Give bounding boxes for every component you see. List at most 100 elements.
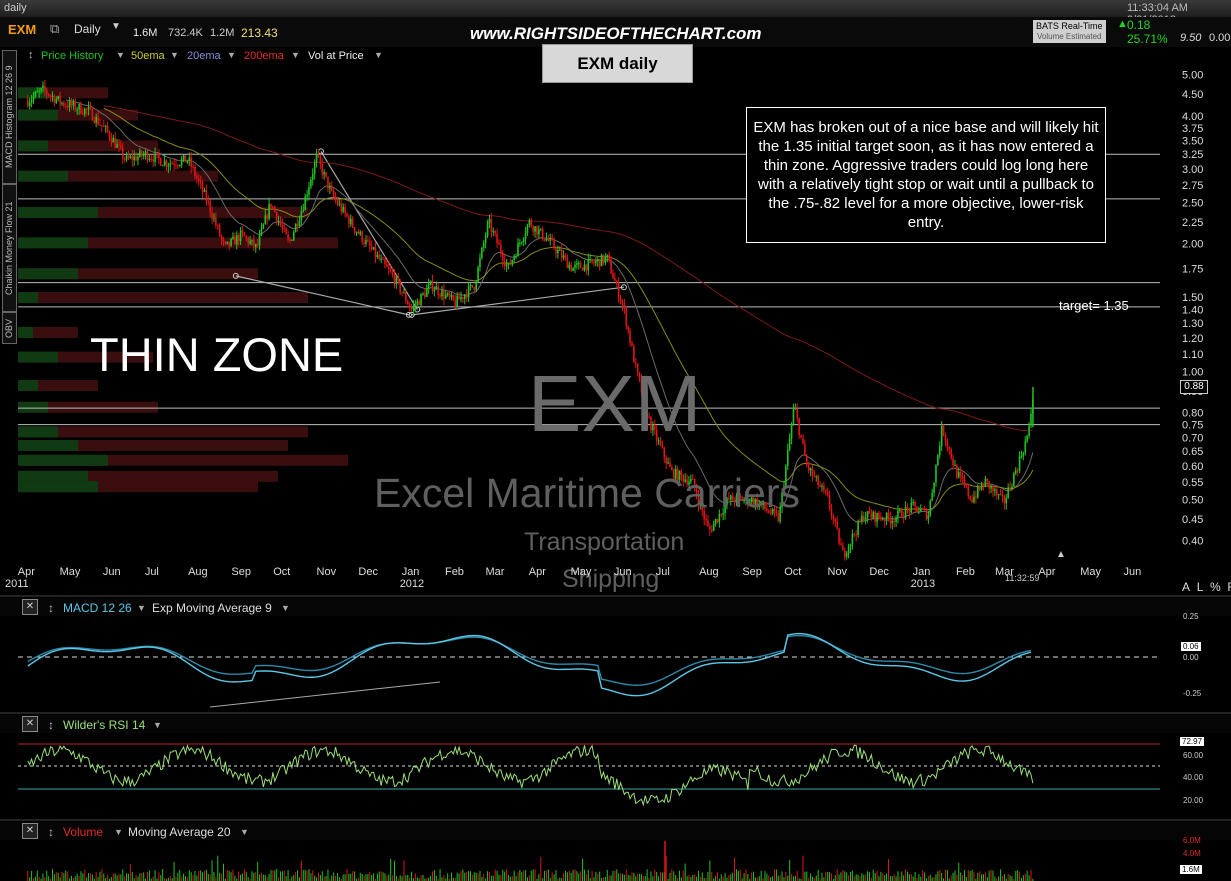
candle-body [771, 508, 774, 514]
candle-body [91, 108, 94, 121]
vap-bar-up [18, 426, 58, 438]
candle-body [927, 515, 930, 520]
macd-signal-label[interactable]: Exp Moving Average 9 [152, 601, 272, 615]
ma-dropdown-icon[interactable]: ▼ [240, 827, 249, 837]
legend-dropdown-icon[interactable]: ▼ [374, 50, 383, 60]
y-tick-label: 0.45 [1182, 514, 1203, 526]
candle-body [956, 464, 958, 478]
symbol-input[interactable]: EXM [8, 22, 37, 37]
candle-body [135, 156, 137, 161]
candle-body [724, 504, 726, 514]
axis-mode-log[interactable]: L [1196, 580, 1204, 594]
trendline [235, 275, 410, 316]
legend-200ema[interactable]: 200ema [244, 50, 284, 62]
candle-body [707, 520, 709, 527]
candle-body [678, 470, 681, 481]
candle-body [121, 147, 124, 159]
candle-body [851, 533, 854, 544]
scroll-up-icon[interactable]: ▲ [1056, 549, 1066, 560]
drag-handle-icon[interactable]: ↕ [48, 825, 54, 839]
candle-body [298, 220, 301, 226]
candle-body [40, 88, 42, 91]
candle-body [249, 241, 251, 244]
candle-body [412, 305, 415, 310]
candle-body [395, 276, 398, 284]
candle-body [452, 295, 455, 301]
close-panel-icon[interactable]: ✕ [22, 823, 38, 839]
drag-handle-icon[interactable]: ↕ [48, 601, 54, 615]
volume-dropdown-icon[interactable]: ▼ [114, 827, 123, 837]
candle-body [418, 300, 420, 306]
candle-body [116, 144, 118, 148]
candle-body [739, 496, 742, 498]
rsi-dropdown-icon[interactable]: ▼ [153, 720, 162, 730]
candle-body [444, 294, 447, 299]
candle-body [562, 255, 565, 258]
macd-tick: 0.00 [1183, 653, 1199, 662]
candle-body [583, 264, 586, 271]
candle-body [680, 470, 683, 476]
candle-body [448, 293, 451, 297]
x-month-label: Feb [444, 566, 464, 578]
candle-body [102, 125, 105, 127]
candle-body [144, 151, 147, 155]
drag-handle-icon[interactable]: ↕ [28, 49, 34, 61]
close-panel-icon[interactable]: ✕ [22, 716, 38, 732]
legend-dropdown-icon[interactable]: ▼ [291, 50, 300, 60]
up-arrow-icon: ▲ [1117, 18, 1128, 30]
candle-body [659, 440, 662, 446]
candle-body [439, 294, 441, 297]
axis-mode-percent[interactable]: % [1210, 580, 1221, 594]
candle-body [55, 99, 58, 103]
candle-body [357, 231, 360, 235]
rsi-label[interactable]: Wilder's RSI 14 [63, 718, 146, 732]
price-stat: 213.43 [241, 26, 278, 40]
vap-bar-up [18, 237, 88, 249]
candle-body [701, 502, 704, 512]
candle-body [703, 511, 705, 520]
legend-dropdown-icon[interactable]: ▼ [227, 50, 236, 60]
legend-dropdown-icon[interactable]: ▼ [170, 50, 179, 60]
legend-price-history[interactable]: Price History [41, 50, 104, 62]
candle-body [222, 239, 225, 242]
candle-body [716, 519, 719, 523]
candle-body [289, 239, 291, 241]
macd-label[interactable]: MACD 12 26 [63, 601, 132, 615]
candle-body [503, 261, 506, 266]
candle-body [87, 106, 90, 110]
candle-body [247, 237, 249, 244]
axis-mode-auto[interactable]: A [1182, 580, 1191, 594]
candle-body [950, 449, 952, 459]
candle-body [349, 218, 352, 225]
legend-20ema[interactable]: 20ema [187, 50, 221, 62]
volume-ma-label[interactable]: Moving Average 20 [128, 825, 231, 839]
candle-body [49, 95, 52, 97]
macd-dropdown-icon[interactable]: ▼ [137, 603, 146, 613]
legend-dropdown-icon[interactable]: ▼ [116, 50, 125, 60]
candle-body [492, 231, 495, 233]
interval-dropdown-icon[interactable]: ▼ [111, 21, 121, 32]
axis-mode-buttons[interactable]: A L % F [1182, 580, 1231, 594]
candle-body [528, 220, 531, 225]
candle-body [190, 157, 192, 167]
legend-50ema[interactable]: 50ema [131, 50, 165, 62]
signal-dropdown-icon[interactable]: ▼ [281, 603, 290, 613]
close-panel-icon[interactable]: ✕ [22, 599, 38, 615]
candle-body [197, 178, 200, 181]
candle-body [1028, 425, 1030, 436]
candle-body [767, 510, 770, 513]
legend-vol-at-price[interactable]: Vol at Price [308, 50, 364, 62]
candle-body [870, 513, 873, 518]
candle-body [38, 90, 40, 92]
axis-mode-fixed[interactable]: F [1227, 580, 1231, 594]
candle-body [1020, 456, 1023, 458]
interval-select[interactable]: Daily [74, 22, 101, 36]
drag-handle-icon[interactable]: ↕ [48, 718, 54, 732]
candle-body [205, 189, 208, 202]
link-icon[interactable]: ⧉ [50, 21, 60, 36]
candle-body [714, 519, 717, 524]
candle-body [262, 224, 265, 229]
candle-body [682, 475, 685, 482]
candle-body [458, 295, 460, 300]
volume-label[interactable]: Volume [63, 825, 104, 839]
